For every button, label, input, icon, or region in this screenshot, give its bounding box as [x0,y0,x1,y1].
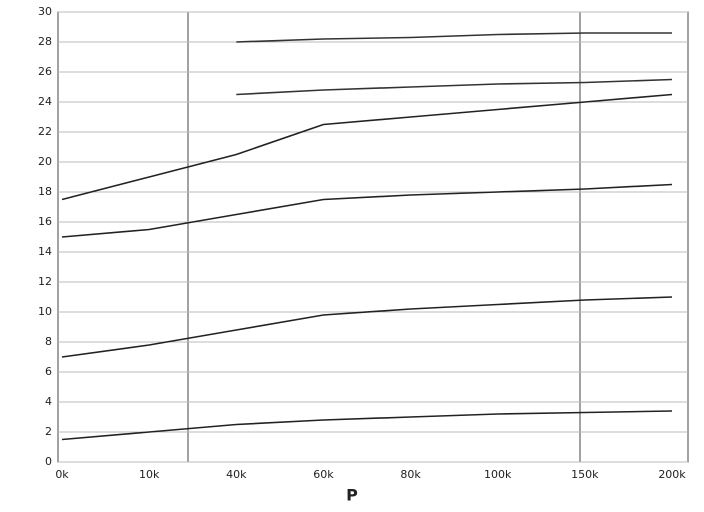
x-tick-label: 0k [55,468,69,481]
y-tick-label: 22 [38,125,52,138]
x-tick-label: 200k [658,468,686,481]
y-tick-label: 10 [38,305,52,318]
y-tick-label: 30 [38,5,52,18]
x-axis-label: P [346,486,358,505]
y-tick-label: 28 [38,35,52,48]
x-tick-label: 10k [139,468,160,481]
y-tick-label: 16 [38,215,52,228]
series-line [236,32,672,43]
series-line [61,183,673,238]
series-line [61,410,673,441]
x-tick-label: 60k [313,468,334,481]
y-tick-label: 4 [45,395,52,408]
plot-frame [57,11,689,463]
y-tick-label: 0 [45,455,52,468]
y-tick-label: 12 [38,275,52,288]
y-tick-label: 8 [45,335,52,348]
y-tick-label: 26 [38,65,52,78]
series-line [61,93,673,201]
y-tick-label: 2 [45,425,52,438]
x-tick-label: 40k [226,468,247,481]
x-tick-label: 150k [571,468,599,481]
y-tick-label: 18 [38,185,52,198]
series-line [236,78,673,96]
x-tick-label: 80k [400,468,421,481]
y-tick-label: 24 [38,95,52,108]
x-tick-label: 100k [484,468,512,481]
series-line [61,296,673,358]
y-tick-label: 14 [38,245,52,258]
y-tick-label: 20 [38,155,52,168]
y-tick-label: 6 [45,365,52,378]
